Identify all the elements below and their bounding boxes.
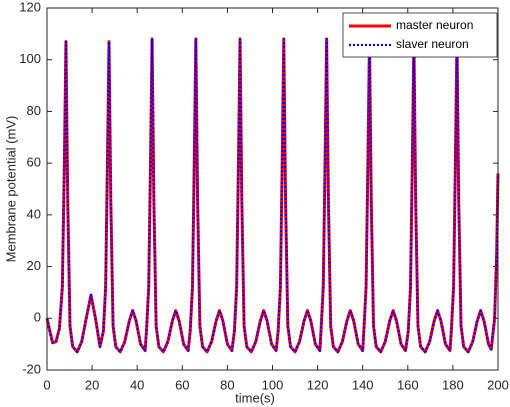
x-tick-label: 120: [307, 377, 329, 392]
plot-area: [47, 8, 498, 370]
y-tick-label: 0: [34, 310, 41, 325]
x-tick-label: 100: [262, 377, 284, 392]
y-tick-label: 80: [27, 103, 41, 118]
legend-label: master neuron: [396, 18, 473, 32]
x-tick-label: 180: [442, 377, 464, 392]
x-tick-label: 80: [220, 377, 234, 392]
y-tick-label: 120: [19, 0, 41, 14]
legend-label: slaver neuron: [396, 37, 469, 51]
y-tick-label: 60: [27, 155, 41, 170]
x-tick-label: 140: [352, 377, 374, 392]
x-tick-label: 200: [487, 377, 509, 392]
y-axis-label: Membrane potential (mV): [3, 116, 18, 263]
y-tick-label: 40: [27, 206, 41, 221]
x-axis-label: time(s): [235, 390, 275, 405]
axes-box: [46, 7, 499, 371]
legend-box: [342, 12, 498, 58]
x-tick-label: 60: [175, 377, 189, 392]
y-tick-label: 100: [19, 51, 41, 66]
x-tick-label: 40: [130, 377, 144, 392]
y-tick-label: -20: [22, 361, 41, 376]
series-line: [45, 37, 500, 353]
x-tick-label: 0: [43, 377, 50, 392]
x-tick-label: 20: [85, 377, 99, 392]
x-tick-label: 160: [397, 377, 419, 392]
y-tick-label: 20: [27, 258, 41, 273]
